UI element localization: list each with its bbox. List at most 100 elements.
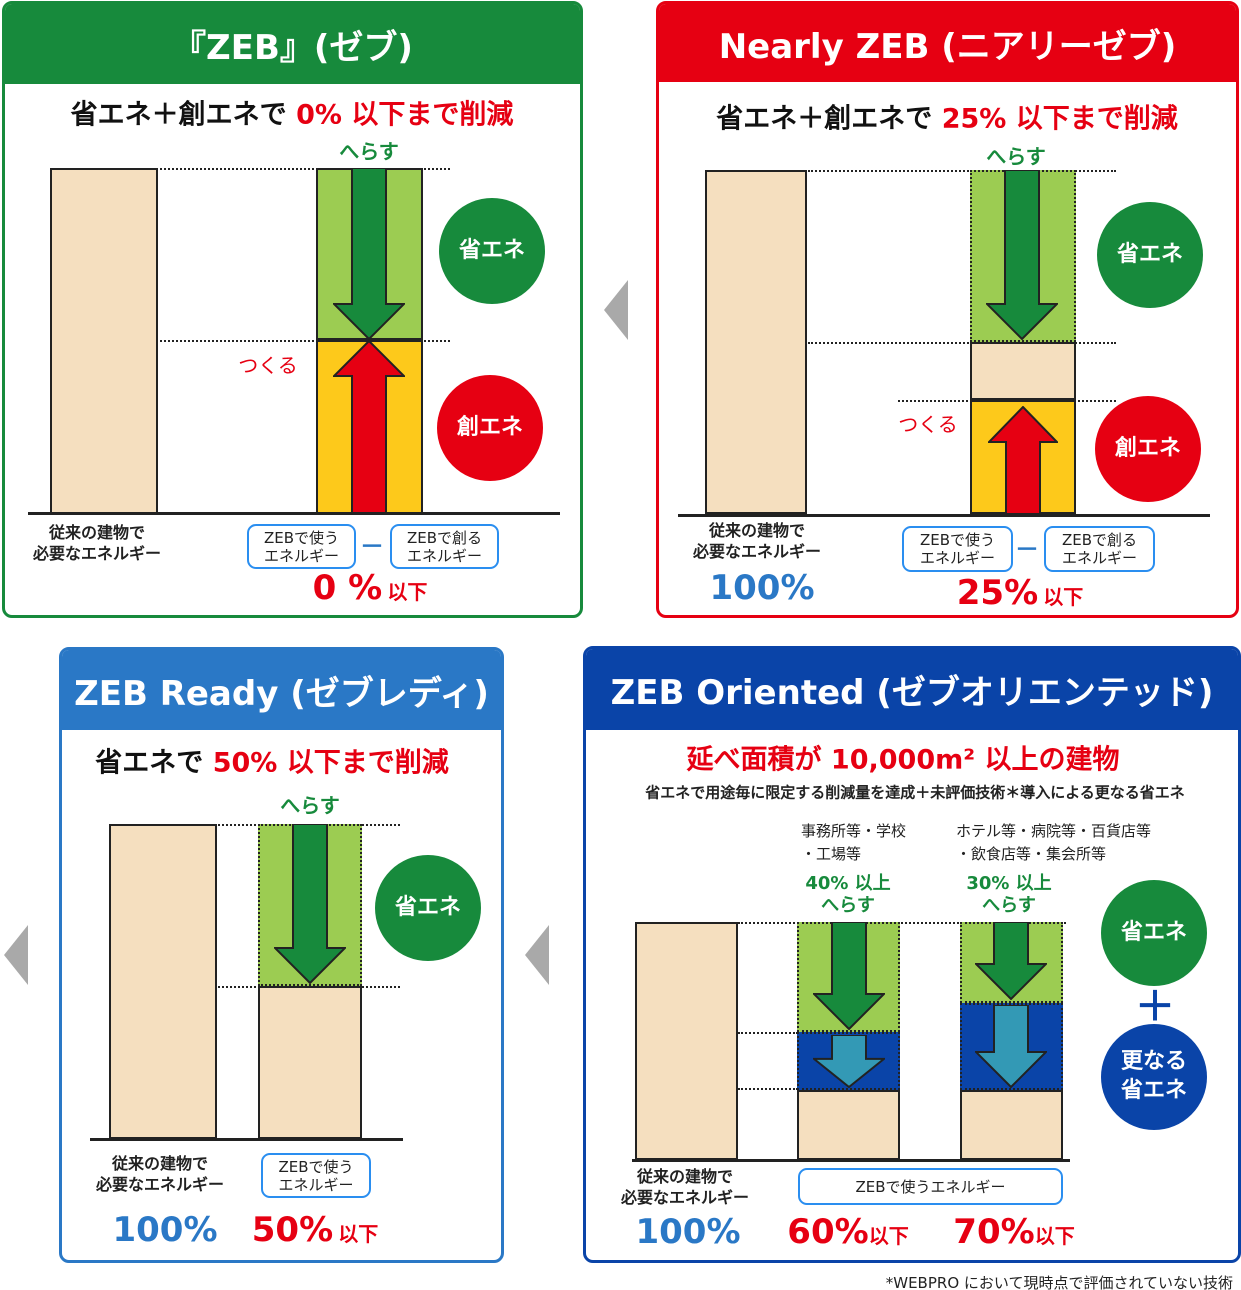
- dotted-line: [808, 342, 1116, 344]
- energy-saving-badge: 省エネ: [1101, 880, 1207, 986]
- subtitle-text: 省エネ＋創エネで: [716, 103, 942, 135]
- reduce-label: へらす: [986, 144, 1046, 169]
- label-line: 事務所等・学校: [801, 822, 907, 840]
- energy-saving-badge: 省エネ: [439, 198, 545, 304]
- label-line: 省エネ: [1120, 1078, 1187, 1103]
- label-line: 従来の建物で: [48, 523, 146, 543]
- subtitle-highlight: 50% 以下まで削減: [212, 747, 449, 779]
- energy-creation-badge: 創エネ: [1095, 396, 1201, 502]
- make-label: つくる: [898, 412, 958, 437]
- energy-saving-badge: 省エネ: [375, 855, 481, 961]
- label-line: 必要なエネルギー: [95, 1175, 225, 1194]
- label-line: へらす: [982, 895, 1036, 916]
- result-suffix: 以下: [868, 1224, 909, 1248]
- arrow-shape: [813, 922, 885, 1030]
- arrow-shape: [333, 168, 405, 340]
- conventional-value: 100%: [635, 1212, 741, 1252]
- label-line: エネルギー: [278, 1175, 354, 1194]
- label-line: ・飲食店等・集会所等: [956, 845, 1107, 863]
- conventional-building-bar: [635, 922, 738, 1160]
- plus-sign: ＋: [1135, 984, 1175, 1030]
- dotted-line: [738, 1032, 798, 1034]
- footnote: *WEBPRO において現時点で評価されていない技術: [885, 1274, 1233, 1290]
- panel-title: ZEB Ready (ゼブレディ): [62, 650, 501, 730]
- result-suffix: 以下: [1034, 1224, 1075, 1248]
- reduce-label: へらす: [339, 139, 399, 164]
- conventional-building-bar: [705, 170, 807, 514]
- label-line: ZEBで使う: [919, 531, 996, 549]
- arrow-shape: [333, 340, 405, 514]
- panel-subtitle: 省エネで 50% 以下まで削減: [95, 741, 448, 780]
- dotted-line: [808, 170, 1116, 172]
- label-line: 30% 以上: [966, 873, 1052, 894]
- subtitle-highlight: 0% 以下まで削減: [296, 99, 514, 131]
- panel-title: Nearly ZEB (ニアリーゼブ): [659, 4, 1236, 82]
- minus-sign: －: [1015, 535, 1039, 564]
- label-line: エネルギー: [1061, 549, 1137, 567]
- reduce-arrow-icon: [975, 922, 1047, 1000]
- result-value-2: 70%以下: [953, 1212, 1074, 1252]
- dotted-line: [738, 1088, 798, 1090]
- result-value: 50% 以下: [252, 1210, 378, 1250]
- conventional-building-bar: [109, 824, 217, 1139]
- energy-creation-badge: 創エネ: [437, 375, 543, 481]
- conventional-building-bar: [50, 168, 158, 514]
- zeb-create-energy-box: ZEBで創る エネルギー: [1044, 526, 1155, 572]
- result-suffix: 以下: [1043, 585, 1084, 609]
- zeb-use-energy-box: ZEBで使うエネルギー: [247, 524, 356, 569]
- label-line: 必要なエネルギー: [32, 544, 162, 563]
- remaining-energy-block: [970, 342, 1076, 400]
- zeb-use-energy-box: ZEBで使うエネルギー: [798, 1168, 1063, 1205]
- label-line: へらす: [821, 895, 875, 916]
- result-suffix: 以下: [387, 580, 428, 604]
- chevron-left-icon: [604, 280, 628, 340]
- chevron-left-icon: [4, 925, 28, 985]
- make-label: つくる: [238, 353, 298, 378]
- label-line: エネルギー: [263, 546, 339, 565]
- label-line: 必要なエネルギー: [620, 1188, 750, 1207]
- subtitle-text: 省エネで: [95, 747, 213, 779]
- label-line: 必要なエネルギー: [692, 542, 822, 561]
- dotted-line: [160, 340, 450, 342]
- reduce-arrow-icon: [986, 170, 1058, 340]
- subtitle-text: 省エネ＋創エネで: [70, 99, 297, 131]
- arrow-shape: [988, 406, 1058, 514]
- arrow-shape: [975, 922, 1047, 1000]
- zeb-use-energy-box: ZEBで使うエネルギー: [261, 1153, 371, 1198]
- label-line: ZEBで創る: [406, 528, 483, 547]
- label-line: ZEBで創る: [1061, 531, 1138, 549]
- extra-reduce-arrow-icon: [813, 1035, 885, 1088]
- baseline: [28, 512, 560, 515]
- label-line: 40% 以上: [805, 873, 891, 894]
- result-percent: 70%: [953, 1212, 1035, 1252]
- label-line: 更なる: [1120, 1049, 1187, 1075]
- conventional-value: 100%: [112, 1210, 218, 1250]
- extra-reduce-arrow-icon: [975, 1005, 1047, 1088]
- extra-saving-badge: 更なる 省エネ: [1101, 1024, 1207, 1130]
- baseline: [90, 1138, 403, 1141]
- remaining-energy-block: [797, 1090, 900, 1160]
- reduce-arrow-icon: [333, 168, 405, 340]
- create-arrow-icon: [988, 406, 1058, 514]
- label-line: 従来の建物で: [111, 1154, 209, 1174]
- result-percent: 50%: [251, 1210, 334, 1250]
- dotted-line: [160, 168, 450, 170]
- reduce-label-2: 30% 以上 へらす: [966, 873, 1051, 917]
- energy-saving-badge: 省エネ: [1097, 202, 1203, 308]
- reduce-label-1: 40% 以上 へらす: [805, 873, 890, 917]
- label-line: 従来の建物で: [708, 521, 806, 541]
- reduce-label: へらす: [280, 793, 340, 818]
- label-line: ・工場等: [801, 845, 862, 863]
- panel-subtitle: 省エネ＋創エネで 25% 以下まで削減: [716, 97, 1177, 136]
- conventional-label: 従来の建物で 必要なエネルギー: [33, 523, 161, 565]
- conventional-label: 従来の建物で 必要なエネルギー: [96, 1154, 224, 1196]
- arrow-shape: [975, 1005, 1047, 1088]
- panel-title: 『ZEB』(ゼブ): [5, 4, 580, 84]
- conventional-label: 従来の建物で 必要なエネルギー: [693, 521, 821, 563]
- label-line: 従来の建物で: [636, 1167, 734, 1187]
- reduce-arrow-icon: [274, 824, 346, 984]
- minus-sign: －: [360, 532, 384, 561]
- conventional-value: 100%: [709, 568, 815, 608]
- panel-subtitle: 省エネ＋創エネで 0% 以下まで削減: [71, 93, 514, 132]
